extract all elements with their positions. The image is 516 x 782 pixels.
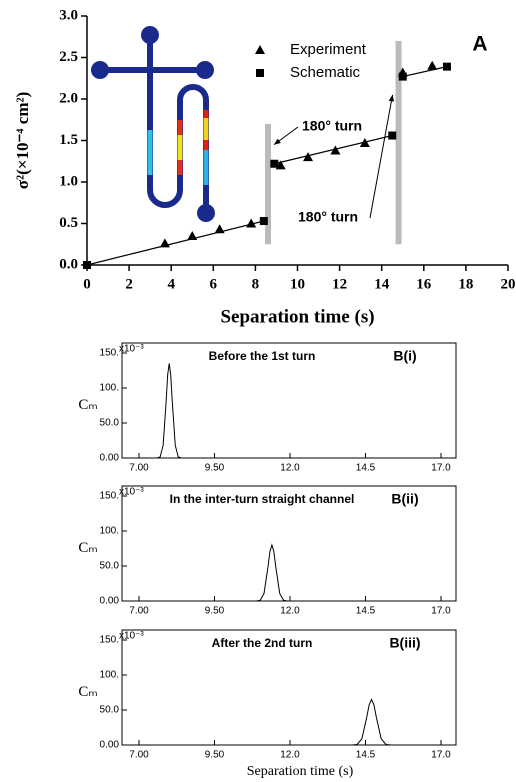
legend-marker (256, 69, 264, 77)
square-marker (83, 261, 91, 269)
y-axis-label: Cₘ (78, 540, 97, 556)
x-tick-label: 17.0 (431, 750, 451, 761)
x-tick-label: 12.0 (280, 463, 300, 474)
x-tick-label: 2 (125, 276, 133, 292)
panel-title: Before the 1st turn (209, 349, 316, 363)
annotation-arrow (369, 94, 394, 219)
y-tick-label: 150. (100, 635, 119, 646)
x-tick-label: 18 (458, 276, 473, 292)
panel-label: B(iii) (389, 635, 420, 651)
fit-line (86, 220, 264, 266)
x-tick-label: 12 (332, 276, 347, 292)
x-tick-label: 8 (252, 276, 260, 292)
triangle-marker (330, 145, 341, 155)
square-marker (259, 217, 268, 226)
x-tick-label: 14.5 (356, 463, 376, 474)
y-tick-label: 0.5 (59, 215, 78, 231)
x-axis-label: Separation time (s) (247, 764, 354, 779)
x-tick-label: 7.00 (129, 606, 149, 617)
turn-bar (395, 40, 402, 245)
annotation: 180° turn (298, 209, 358, 225)
y-tick-label: 1.0 (59, 173, 78, 189)
triangle-marker (303, 152, 314, 162)
y-tick-label: 2.5 (59, 49, 78, 65)
x-tick-label: 4 (167, 276, 175, 292)
x-tick-label: 14 (374, 276, 390, 292)
y-tick-label: 2.0 (59, 90, 78, 106)
y-tick-label: 1.5 (59, 132, 78, 148)
y-multiplier: x10⁻³ (119, 487, 144, 498)
inset-schematic (91, 26, 215, 222)
square-marker (388, 131, 397, 140)
x-tick-label: 14.5 (356, 606, 376, 617)
peak-line (139, 363, 441, 459)
x-tick-label: 16 (416, 276, 432, 292)
y-tick-label: 100. (100, 383, 119, 394)
peak-line (139, 698, 441, 746)
y-tick-label: 50.0 (100, 561, 120, 572)
y-tick-label: 50.0 (100, 705, 120, 716)
y-tick-label: 50.0 (100, 418, 120, 429)
panel-label: B(ii) (391, 491, 418, 507)
panel-title: In the inter-turn straight channel (170, 492, 355, 506)
legend-label: Schematic (290, 64, 361, 81)
y-axis-label: Cₘ (78, 684, 97, 700)
x-tick-label: 10 (290, 276, 305, 292)
x-tick-label: 12.0 (280, 606, 300, 617)
turn-bar (265, 123, 272, 245)
y-tick-label: 150. (100, 491, 119, 502)
panel-label: B(i) (393, 348, 416, 364)
x-tick-label: 6 (210, 276, 218, 292)
legend-marker (255, 45, 265, 54)
square-marker (270, 159, 279, 168)
panel-title: After the 2nd turn (212, 636, 313, 650)
x-tick-label: 7.00 (129, 750, 149, 761)
x-axis-label: Separation time (s) (220, 306, 374, 327)
y-tick-label: 150. (100, 348, 119, 359)
square-marker (398, 72, 407, 81)
x-tick-label: 17.0 (431, 606, 451, 617)
y-tick-label: 0.00 (100, 740, 120, 751)
x-tick-label: 14.5 (356, 750, 376, 761)
y-tick-label: 0.0 (59, 256, 78, 272)
arrow-head (388, 94, 395, 102)
x-tick-label: 0 (83, 276, 91, 292)
y-axis-label: Cₘ (78, 397, 97, 413)
x-tick-label: 20 (501, 276, 516, 292)
x-tick-label: 9.50 (205, 606, 225, 617)
legend-label: Experiment (290, 41, 367, 58)
y-axis-label: σ²(×10⁻⁴ cm²) (13, 92, 32, 189)
peak-line (139, 543, 441, 602)
fit-line (402, 66, 448, 78)
y-multiplier: x10⁻³ (119, 631, 144, 642)
x-tick-label: 17.0 (431, 463, 451, 474)
y-tick-label: 100. (100, 670, 119, 681)
y-tick-label: 0.00 (100, 596, 120, 607)
fit-line (274, 134, 393, 165)
x-tick-label: 9.50 (205, 463, 225, 474)
panel-label: A (472, 33, 487, 56)
y-tick-label: 100. (100, 526, 119, 537)
y-tick-label: 3.0 (59, 7, 78, 23)
x-tick-label: 9.50 (205, 750, 225, 761)
y-tick-label: 0.00 (100, 453, 120, 464)
square-marker (442, 62, 451, 71)
annotation: 180° turn (302, 118, 362, 134)
triangle-marker (427, 60, 438, 70)
y-multiplier: x10⁻³ (119, 344, 144, 355)
x-tick-label: 7.00 (129, 463, 149, 474)
arrow-head (274, 138, 281, 145)
x-tick-label: 12.0 (280, 750, 300, 761)
